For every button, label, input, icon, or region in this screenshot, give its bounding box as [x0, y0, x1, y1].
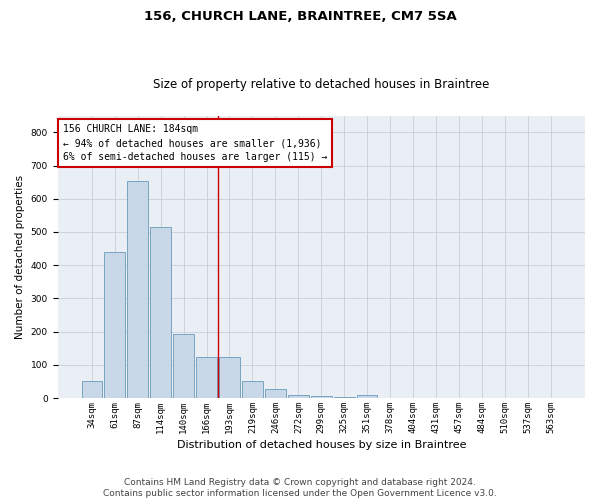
Bar	[357, 396, 377, 398]
Bar	[311, 396, 332, 398]
Bar	[127, 180, 148, 398]
Text: 156, CHURCH LANE, BRAINTREE, CM7 5SA: 156, CHURCH LANE, BRAINTREE, CM7 5SA	[143, 10, 457, 23]
Bar	[151, 227, 171, 398]
Text: Contains HM Land Registry data © Crown copyright and database right 2024.
Contai: Contains HM Land Registry data © Crown c…	[103, 478, 497, 498]
Bar	[196, 356, 217, 398]
Bar	[219, 356, 240, 398]
Bar	[242, 382, 263, 398]
Text: 156 CHURCH LANE: 184sqm
← 94% of detached houses are smaller (1,936)
6% of semi-: 156 CHURCH LANE: 184sqm ← 94% of detache…	[63, 124, 327, 162]
Bar	[82, 382, 102, 398]
Bar	[288, 394, 308, 398]
Bar	[104, 252, 125, 398]
Bar	[173, 334, 194, 398]
Bar	[334, 397, 355, 398]
Bar	[265, 389, 286, 398]
Y-axis label: Number of detached properties: Number of detached properties	[15, 175, 25, 339]
X-axis label: Distribution of detached houses by size in Braintree: Distribution of detached houses by size …	[176, 440, 466, 450]
Title: Size of property relative to detached houses in Braintree: Size of property relative to detached ho…	[153, 78, 490, 91]
